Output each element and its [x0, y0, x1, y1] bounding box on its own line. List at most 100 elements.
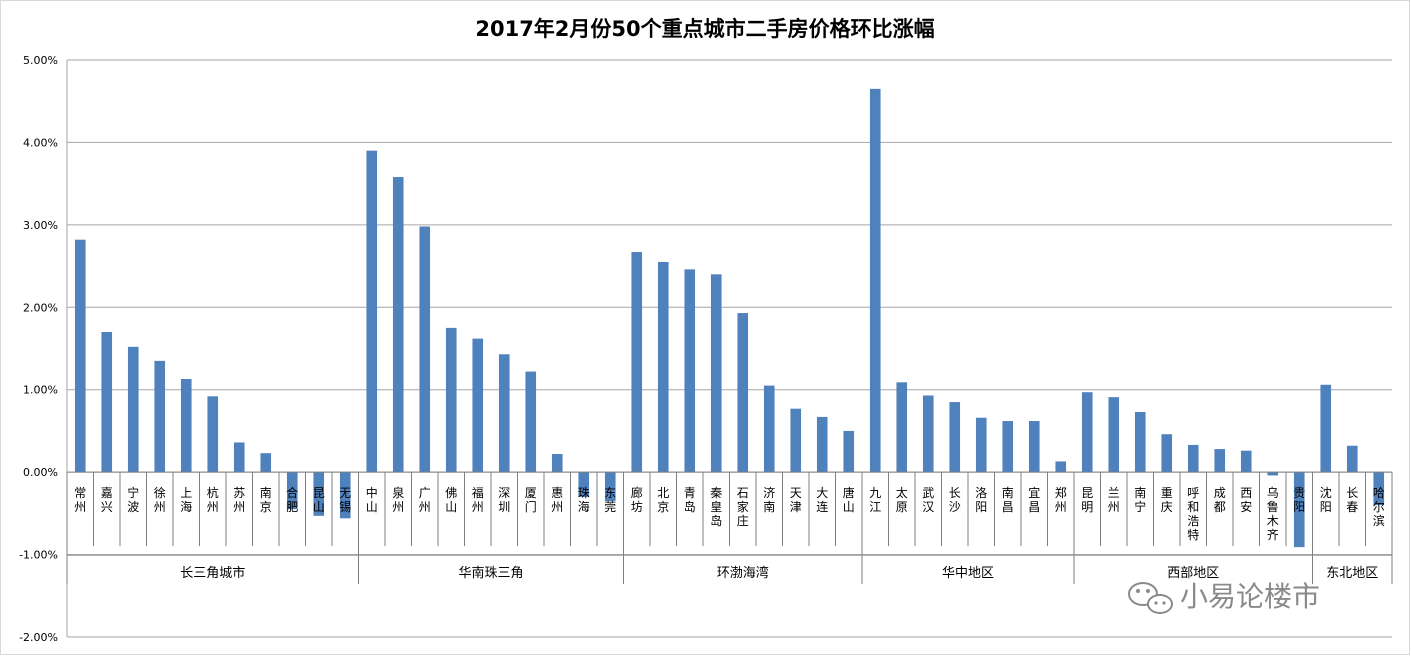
category-label: 徐州	[154, 485, 166, 514]
bar-北京	[657, 261, 669, 473]
bar-宜昌	[1028, 421, 1040, 473]
y-tick-label: 2.00%	[23, 301, 58, 314]
group-label: 环渤海湾	[717, 565, 769, 581]
category-label: 秦皇岛	[710, 486, 722, 528]
bar-佛山	[445, 327, 457, 473]
bar-昆山	[313, 472, 325, 516]
bar-西安	[1240, 450, 1252, 473]
category-label: 昆山	[313, 486, 325, 514]
category-label: 上海	[180, 486, 192, 514]
category-label: 哈尔滨	[1373, 486, 1385, 528]
category-label: 洛阳	[975, 485, 987, 514]
y-tick-label: 4.00%	[23, 136, 58, 149]
category-label: 重庆	[1161, 486, 1173, 514]
category-label: 武汉	[922, 486, 934, 514]
y-tick-label: 0.00%	[23, 466, 58, 479]
category-label: 深圳	[498, 486, 510, 514]
category-label: 中山	[366, 485, 378, 514]
category-label: 九江	[869, 486, 881, 514]
bar-无锡	[339, 472, 351, 519]
bar-青岛	[684, 269, 696, 473]
category-label: 天津	[790, 486, 802, 514]
bar-宁波	[127, 346, 139, 473]
category-label: 石家庄	[737, 486, 749, 528]
category-label: 佛山	[445, 486, 457, 514]
category-label: 乌鲁木齐	[1267, 485, 1279, 542]
watermark: 小易论楼市	[1128, 580, 1320, 614]
group-labels: 长三角城市 华南珠三角 环渤海湾 华中地区 西部地区 东北地区	[180, 565, 1378, 581]
category-label: 福州	[472, 485, 484, 514]
watermark-text: 小易论楼市	[1180, 580, 1320, 613]
category-label: 厦门	[525, 486, 537, 514]
category-label: 太原	[896, 485, 908, 514]
bar-广州	[419, 226, 431, 473]
category-label: 长沙	[949, 486, 961, 514]
category-label: 珠海	[578, 486, 590, 514]
bar-兰州	[1108, 397, 1120, 473]
category-label: 郑州	[1055, 485, 1067, 514]
bar-大连	[816, 416, 828, 473]
bar-南京	[260, 453, 272, 473]
category-label: 惠州	[551, 486, 563, 514]
category-label: 南宁	[1134, 485, 1146, 514]
bar-泉州	[392, 177, 404, 473]
bar-嘉兴	[101, 332, 113, 473]
bar-九江	[869, 88, 881, 473]
category-label: 唐山	[843, 485, 855, 514]
y-tick-label: -1.00%	[19, 549, 58, 562]
bar-太原	[896, 382, 908, 473]
bar-上海	[180, 378, 192, 473]
category-label: 兰州	[1108, 486, 1120, 514]
bar-重庆	[1161, 434, 1173, 473]
bar-惠州	[551, 454, 563, 473]
bar-昆明	[1081, 392, 1093, 473]
category-label: 廊坊	[631, 485, 643, 514]
bar-合肥	[286, 472, 298, 510]
category-label: 呼和浩特	[1187, 486, 1199, 542]
category-label: 南昌	[1002, 485, 1014, 514]
category-label: 常州	[74, 486, 86, 514]
bars	[74, 88, 1385, 548]
bar-贵阳	[1293, 472, 1305, 548]
y-tick-label: -2.00%	[19, 631, 58, 644]
category-label: 东莞	[604, 486, 616, 514]
category-label: 昆明	[1081, 486, 1093, 514]
bar-廊坊	[631, 252, 643, 473]
category-label: 宜昌	[1028, 485, 1040, 514]
category-label: 无锡	[339, 486, 351, 514]
category-label: 成都	[1214, 486, 1226, 514]
x-axis	[66, 471, 1393, 585]
category-label: 济南	[763, 485, 775, 514]
bar-成都	[1214, 449, 1226, 473]
bar-长沙	[949, 402, 961, 473]
category-label: 宁波	[127, 485, 139, 514]
chart-title: 2017年2月份50个重点城市二手房价格环比涨幅	[475, 17, 934, 41]
category-label: 沈阳	[1320, 485, 1332, 514]
group-label: 西部地区	[1167, 566, 1219, 581]
bar-长春	[1346, 445, 1358, 473]
bar-中山	[366, 150, 378, 473]
category-labels: 常州嘉兴宁波徐州上海杭州苏州南京合肥昆山无锡中山泉州广州佛山福州深圳厦门惠州珠海…	[74, 485, 1385, 542]
bar-沈阳	[1320, 384, 1332, 473]
group-label: 东北地区	[1326, 566, 1378, 581]
bar-东莞	[604, 472, 616, 501]
bar-常州	[74, 239, 86, 473]
bar-徐州	[154, 360, 166, 473]
category-label: 泉州	[392, 486, 404, 514]
y-tick-label: 5.00%	[23, 54, 58, 67]
category-label: 广州	[419, 486, 431, 514]
bar-武汉	[922, 395, 934, 473]
y-axis-tick-labels: -2.00% -1.00% 0.00% 1.00% 2.00% 3.00% 4.00% 5.0…	[19, 54, 58, 644]
group-label: 华中地区	[942, 566, 994, 581]
category-label: 合肥	[286, 485, 298, 514]
bar-哈尔滨	[1373, 472, 1385, 506]
bar-福州	[472, 338, 484, 473]
bar-杭州	[207, 396, 219, 473]
wechat-icon	[1128, 582, 1173, 614]
bar-唐山	[843, 430, 855, 473]
bar-呼和浩特	[1187, 444, 1199, 473]
category-label: 西安	[1240, 486, 1252, 514]
bar-南昌	[1002, 421, 1014, 473]
